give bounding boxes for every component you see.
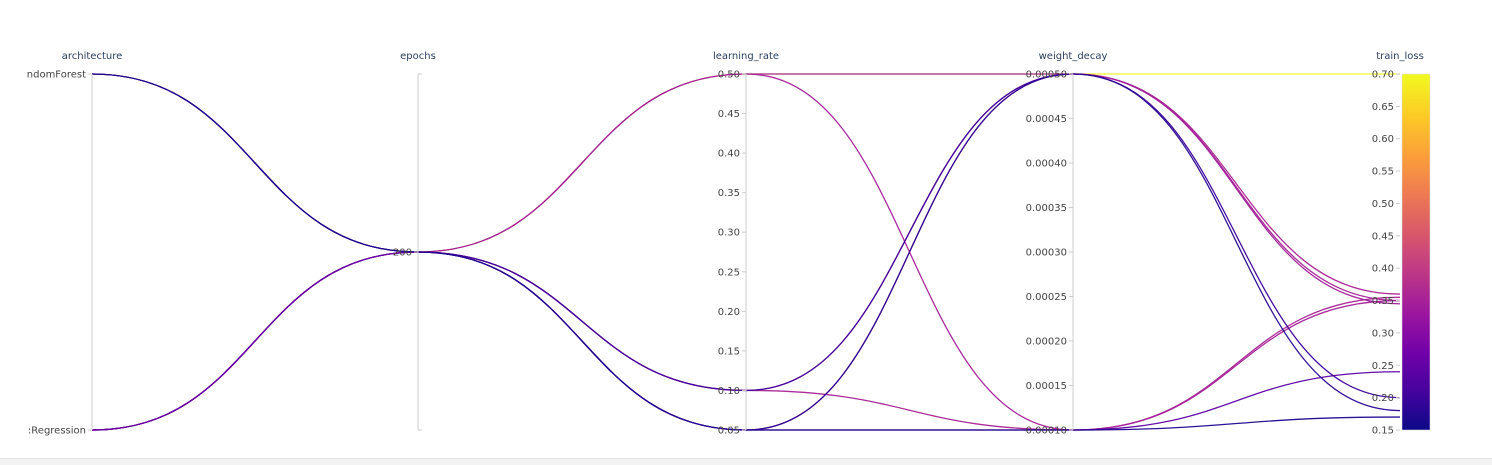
axis-epochs[interactable]: epochs 200 — [393, 51, 436, 431]
tick-label: 0.50 — [718, 70, 740, 81]
tick-label: 0.00050 — [1026, 70, 1067, 81]
tick-label: ndomForest — [27, 70, 86, 81]
bottom-scroll-strip — [0, 458, 1492, 465]
tick-label: 0.00015 — [1026, 381, 1067, 392]
run-line[interactable] — [91, 73, 1401, 431]
tick-label: 0.40 — [718, 149, 740, 160]
tick-label: 0.15 — [1372, 426, 1394, 437]
tick-label: 0.00010 — [1026, 426, 1067, 437]
axis-weight-decay[interactable]: weight_decay 0.00010 0.00015 0.00020 0.00025… — [1026, 51, 1108, 437]
tick-label: 0.30 — [718, 228, 740, 239]
axis-learning-rate[interactable]: learning_rate 0.05 0.10 0.15 0.20 0.25 0.30 0.3… — [713, 51, 779, 437]
axes: architecture ndomForest :Regression epochs 2… — [27, 51, 1424, 437]
tick-label: 0.60 — [1372, 134, 1394, 145]
tick-label: 0.00030 — [1026, 248, 1067, 259]
tick-label: 0.25 — [718, 267, 740, 278]
axis-title-epochs: epochs — [400, 51, 436, 62]
tick-label: 0.00035 — [1026, 203, 1067, 214]
axis-title-train-loss: train_loss — [1376, 51, 1424, 62]
tick-label: 0.30 — [1372, 328, 1394, 339]
axis-title-architecture: architecture — [62, 51, 123, 62]
tick-label: 0.50 — [1372, 199, 1394, 210]
tick-label: :Regression — [28, 426, 86, 437]
tick-label: 0.00020 — [1026, 337, 1067, 348]
tick-label: 0.65 — [1372, 102, 1394, 113]
tick-label: 0.05 — [718, 426, 740, 437]
tick-label: 0.20 — [1372, 393, 1394, 404]
tick-label: 0.35 — [718, 188, 740, 199]
tick-label: 0.25 — [1372, 361, 1394, 372]
colorbar — [1401, 73, 1431, 431]
tick-label: 0.45 — [718, 109, 740, 120]
tick-label: 0.00045 — [1026, 114, 1067, 125]
axis-title-learning-rate: learning_rate — [713, 51, 779, 62]
tick-label: 0.15 — [718, 346, 740, 357]
axis-architecture[interactable]: architecture ndomForest :Regression — [27, 51, 122, 437]
tick-label: 0.45 — [1372, 231, 1394, 242]
tick-label: 0.10 — [718, 386, 740, 397]
run-lines — [91, 73, 1401, 431]
tick-label: 0.00040 — [1026, 159, 1067, 170]
tick-label: 0.20 — [718, 307, 740, 318]
tick-label: 0.55 — [1372, 167, 1394, 178]
tick-label: 0.35 — [1372, 296, 1394, 307]
axis-title-weight-decay: weight_decay — [1039, 51, 1108, 62]
tick-label: 0.00025 — [1026, 292, 1067, 303]
axis-train-loss[interactable]: train_loss 0.15 0.20 0.25 0.30 0.35 0.40 0.45 0.… — [1372, 51, 1424, 437]
tick-label: 0.40 — [1372, 264, 1394, 275]
tick-label: 200 — [393, 248, 412, 259]
tick-label: 0.70 — [1372, 70, 1394, 81]
